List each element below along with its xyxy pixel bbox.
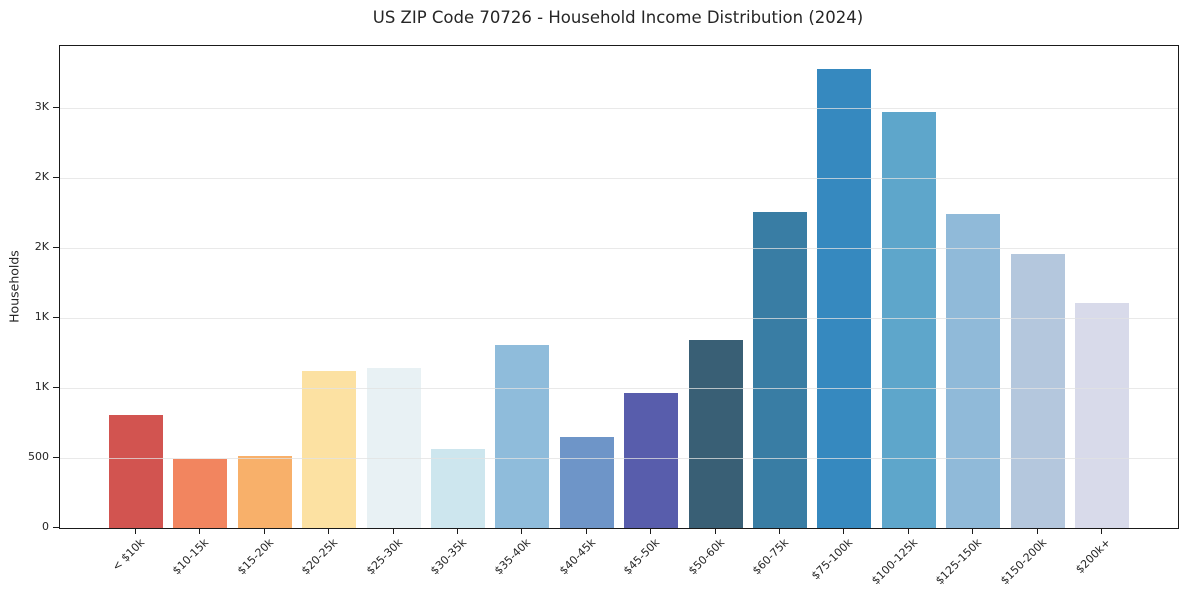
y-tick-label: 2K xyxy=(34,170,49,183)
bar-$15-20k xyxy=(237,455,292,528)
bar-< $10k xyxy=(109,414,163,528)
y-tick-mark xyxy=(53,527,59,528)
x-tick-mark xyxy=(135,528,136,534)
x-tick-mark xyxy=(779,528,780,534)
x-tick-mark xyxy=(1036,528,1038,534)
gridline-2500 xyxy=(60,178,1178,179)
y-tick-label: 1K xyxy=(34,310,49,323)
y-tick-label: 500 xyxy=(28,450,49,463)
bar-$100-125k xyxy=(881,112,936,528)
x-tick-mark xyxy=(843,528,845,534)
x-tick-mark xyxy=(714,528,716,534)
gridline-2000 xyxy=(60,248,1178,249)
bar-$75-100k xyxy=(817,68,872,528)
plot-area xyxy=(59,45,1179,529)
y-tick-label: 1K xyxy=(34,380,49,393)
bar-$20-25k xyxy=(302,371,357,528)
x-tick-mark xyxy=(972,528,974,534)
bar-$50-60k xyxy=(688,340,743,528)
chart-title: US ZIP Code 70726 - Household Income Dis… xyxy=(372,8,864,27)
bar-$60-75k xyxy=(753,211,807,528)
bar-$45-50k xyxy=(624,392,679,528)
y-tick-mark xyxy=(53,247,59,248)
y-tick-mark xyxy=(53,177,59,178)
bar-$35-40k xyxy=(495,344,550,528)
gridline-1000 xyxy=(60,388,1178,389)
x-tick-mark xyxy=(521,528,523,534)
bar-$150-200k xyxy=(1010,253,1065,528)
bar-$10-15k xyxy=(173,459,228,528)
x-tick-mark xyxy=(457,528,458,534)
x-tick-mark xyxy=(585,528,587,534)
bar-$125-150k xyxy=(946,214,1001,528)
bar-$200k+ xyxy=(1075,302,1129,528)
bar-$40-45k xyxy=(559,437,614,528)
y-tick-label: 3K xyxy=(34,100,49,114)
gridline-1500 xyxy=(60,318,1178,319)
y-tick-mark xyxy=(53,317,59,318)
gridline-500 xyxy=(60,458,1178,459)
y-tick-label: 2K xyxy=(34,240,49,253)
x-tick-mark xyxy=(650,528,652,534)
y-tick-mark xyxy=(53,457,59,458)
gridline-3000 xyxy=(60,108,1178,110)
bar-$25-30k xyxy=(366,368,421,528)
x-tick-mark xyxy=(907,528,909,534)
x-tick-mark xyxy=(1101,528,1102,534)
y-tick-label: 0 xyxy=(42,520,49,533)
bar-$30-35k xyxy=(431,448,485,528)
y-tick-mark xyxy=(53,107,59,109)
x-tick-mark xyxy=(392,528,394,534)
x-tick-label: < $10k xyxy=(109,536,148,574)
y-tick-mark xyxy=(53,387,59,388)
x-tick-mark xyxy=(328,528,330,534)
x-tick-mark xyxy=(263,528,265,534)
x-tick-mark xyxy=(199,528,201,534)
